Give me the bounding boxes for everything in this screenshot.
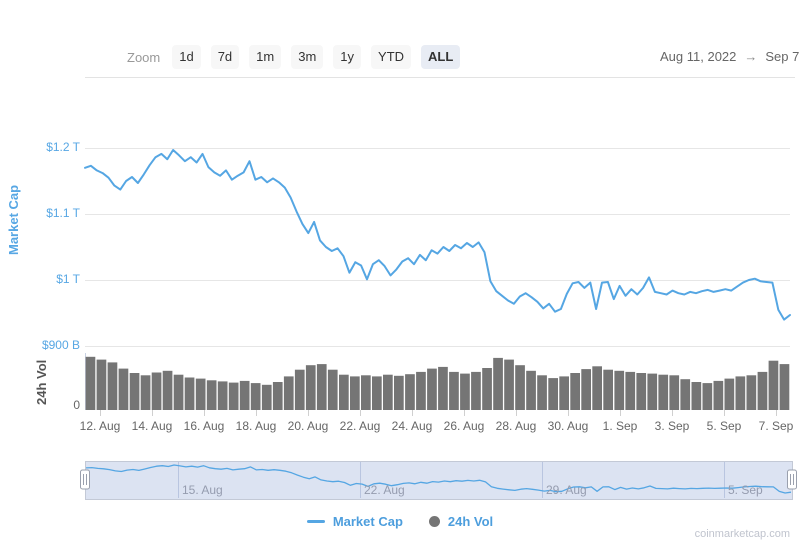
x-axis-label: 20. Aug xyxy=(287,419,329,433)
legend-item-label: Market Cap xyxy=(332,514,403,529)
legend: Market Cap 24h Vol xyxy=(0,514,800,529)
legend-item-market-cap[interactable]: Market Cap xyxy=(306,514,403,529)
navigator-axis-label: 29. Aug xyxy=(546,483,587,497)
legend-item-24h-vol[interactable]: 24h Vol xyxy=(428,514,494,529)
market-cap-line xyxy=(84,149,791,321)
x-axis-label: 7. Sep xyxy=(758,419,794,433)
y-axis-label: $1 T xyxy=(56,272,80,286)
volume-bars xyxy=(85,356,790,410)
navigator-axis-label: 15. Aug xyxy=(182,483,223,497)
x-axis-label: 24. Aug xyxy=(391,419,433,433)
zoom-button-3m[interactable]: 3m xyxy=(291,45,324,69)
zoom-button-1y[interactable]: 1y xyxy=(333,45,362,69)
zoom-button-all[interactable]: ALL xyxy=(421,45,461,69)
navigator-handle-left[interactable] xyxy=(80,469,90,490)
y-axis-label: $1.2 T xyxy=(46,140,80,154)
zoom-button-1d[interactable]: 1d xyxy=(172,45,201,69)
x-axis-label: 18. Aug xyxy=(235,419,277,433)
plot-area[interactable] xyxy=(85,90,790,410)
y-axis-title-market-cap: Market Cap xyxy=(6,184,21,256)
legend-line-marker-icon xyxy=(306,520,325,523)
legend-item-label: 24h Vol xyxy=(447,514,494,529)
zoom-button-1m[interactable]: 1m xyxy=(249,45,282,69)
volume-zero-label: 0 xyxy=(73,398,80,412)
navigator-series-line xyxy=(85,464,792,494)
zoom-label: Zoom xyxy=(127,49,161,65)
x-axis-label: 22. Aug xyxy=(339,419,381,433)
date-range-to[interactable]: Sep 7, xyxy=(765,49,800,64)
navigator-axis-label: 22. Aug xyxy=(364,483,405,497)
y-axis-label: $1.1 T xyxy=(46,206,80,220)
watermark: coinmarketcap.com xyxy=(694,528,790,540)
date-range-from[interactable]: Aug 11, 2022 xyxy=(660,49,737,64)
navigator-handle-right[interactable] xyxy=(787,469,797,490)
x-axis-label: 16. Aug xyxy=(183,419,225,433)
x-axis-label: 12. Aug xyxy=(79,419,121,433)
x-axis-label: 26. Aug xyxy=(443,419,485,433)
x-axis-label: 14. Aug xyxy=(131,419,173,433)
x-axis-label: 5. Sep xyxy=(706,419,742,433)
zoom-button-7d[interactable]: 7d xyxy=(210,45,240,69)
x-axis-label: 30. Aug xyxy=(547,419,589,433)
zoom-toolbar: Zoom 1d 7d 1m 3m 1y YTD ALL xyxy=(127,45,461,69)
zoom-button-ytd[interactable]: YTD xyxy=(371,45,412,69)
x-axis-label: 3. Sep xyxy=(654,419,690,433)
legend-circle-marker-icon xyxy=(428,516,440,527)
x-axis-label: 28. Aug xyxy=(495,419,537,433)
x-axis-label: 1. Sep xyxy=(602,419,638,433)
toolbar-divider xyxy=(85,77,795,78)
y-axis-label: $900 B xyxy=(41,338,80,352)
date-range[interactable]: Aug 11, 2022 → Sep 7, xyxy=(660,49,800,64)
arrow-right-icon: → xyxy=(744,49,758,64)
navigator-axis-label: 5. Sep xyxy=(728,483,763,497)
